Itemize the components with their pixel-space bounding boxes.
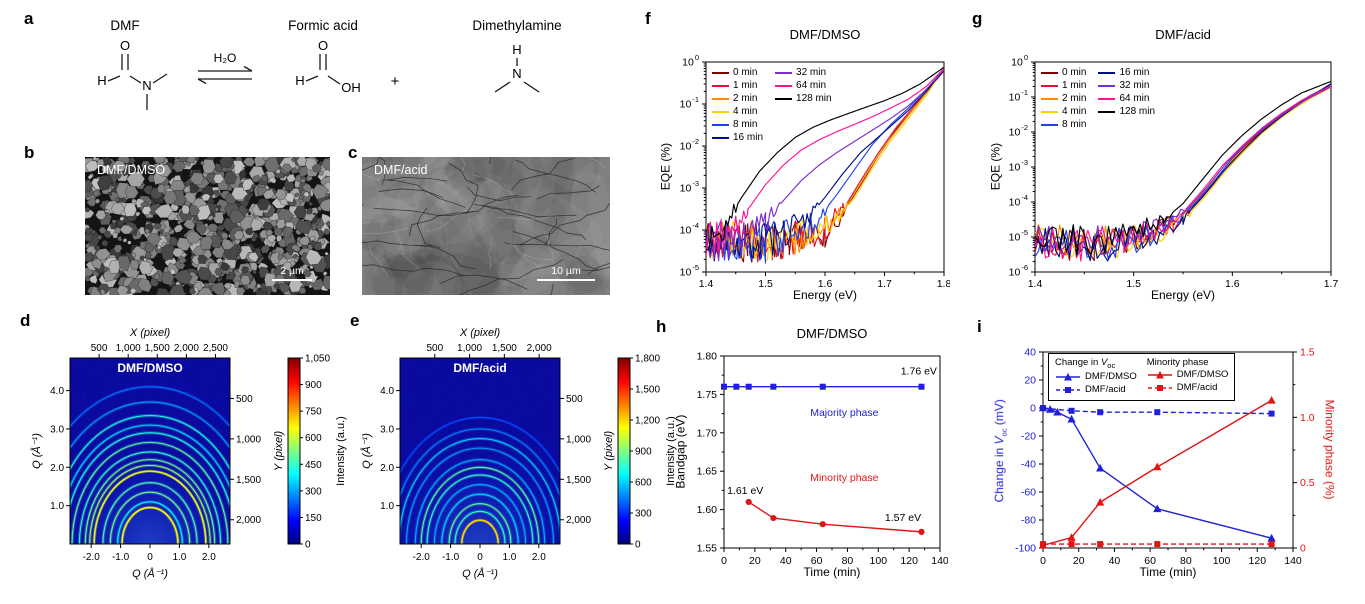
legend-item: DMF/acid [1147, 382, 1229, 395]
sem-label-dmf-acid: DMF/acid [374, 163, 428, 177]
chart-title-h: DMF/DMSO [796, 326, 868, 341]
dmf-name: DMF [110, 18, 139, 33]
sem-label-dmf-dmso: DMF/DMSO [97, 163, 166, 177]
eqe-chart-dmf-dmso [660, 50, 950, 300]
legend-item: 1 min [1041, 79, 1086, 92]
dimethylamine-name: Dimethylamine [472, 18, 561, 33]
legend-item: 4 min [712, 105, 763, 118]
legend-minority-rows: DMF/DMSO DMF/acid [1147, 369, 1229, 395]
chart-title-g: DMF/acid [1155, 27, 1211, 42]
atom-o: O [120, 38, 130, 53]
legend-item: DMF/DMSO [1147, 369, 1228, 382]
legend-voc-header: Change in Voc [1055, 357, 1116, 370]
scale-bar-b: 2 µm [266, 265, 318, 282]
water-label: H₂O [214, 51, 237, 65]
formic-acid-name: Formic acid [288, 18, 358, 33]
y-axis-label-f: EQE (%) [658, 142, 673, 191]
panel-label-f: f [645, 9, 651, 28]
legend-voc-column: Change in Voc DMF/DMSO DMF/acid [1055, 357, 1137, 396]
x-axis-label-f: Energy (eV) [792, 288, 858, 302]
giwaxs-map-dmf-acid [352, 324, 682, 586]
atom-o: O [318, 38, 328, 53]
legend-item: 8 min [1041, 118, 1086, 131]
atom-h: H [295, 73, 304, 88]
legend-item: 64 min [775, 79, 832, 92]
legend-f: 0 min 1 min 2 min 4 min 8 min 16 min 32 min 64 … [712, 66, 832, 144]
dmf-structure: DMF O H N [97, 18, 168, 110]
y-axis-label-g: EQE (%) [988, 142, 1003, 191]
panel-label-b: b [24, 143, 35, 162]
scale-bar-c-text: 10 µm [551, 265, 581, 277]
x-axis-label-i: Time (min) [1139, 565, 1197, 579]
legend-item: 0 min [1041, 66, 1086, 79]
legend-item: 4 min [1041, 105, 1086, 118]
equilibrium-arrows: H₂O [197, 51, 253, 85]
legend-item: 128 min [775, 92, 832, 105]
formic-acid-structure: Formic acid O H OH [288, 18, 361, 95]
giwaxs-title-dmf-dmso: DMF/DMSO [117, 361, 183, 375]
bandgap-chart [678, 344, 948, 584]
y-axis-label-i-left: Change in Voc (mV) [992, 399, 1009, 503]
scale-bar-b-line [272, 278, 312, 282]
giwaxs-map-dmf-dmso [22, 324, 352, 586]
panel-label-i: i [977, 317, 982, 336]
y-axis-label-i-right: Minority phase (%) [1322, 399, 1337, 500]
legend-item: 2 min [712, 92, 763, 105]
sem-image-dmf-acid [362, 157, 610, 295]
legend-i: Change in Voc DMF/DMSO DMF/acid Minority … [1048, 353, 1236, 402]
legend-g: 0 min 1 min 2 min 4 min 8 min 16 min 32 min 64 … [1041, 66, 1155, 131]
legend-item: 0 min [712, 66, 763, 79]
legend-voc-rows: DMF/DMSO DMF/acid [1055, 370, 1137, 396]
sem-image-dmf-dmso [85, 157, 330, 295]
dimethylamine-structure: Dimethylamine H N [472, 18, 562, 93]
scale-bar-b-text: 2 µm [280, 265, 304, 277]
legend-item: DMF/DMSO [1055, 370, 1137, 383]
legend-item: 64 min [1098, 92, 1155, 105]
atom-n: N [142, 78, 151, 93]
legend-item: 32 min [775, 66, 832, 79]
scale-bar-c: 10 µm [534, 265, 598, 282]
x-axis-label-g: Energy (eV) [1150, 288, 1216, 302]
atom-h: H [512, 42, 521, 57]
legend-minority-header: Minority phase [1146, 357, 1209, 368]
eqe-chart-dmf-acid [985, 50, 1340, 300]
legend-item: 128 min [1098, 105, 1155, 118]
panel-label-c: c [348, 143, 358, 162]
panel-label-e: e [350, 311, 360, 330]
legend-item: 32 min [1098, 79, 1155, 92]
atom-n: N [512, 66, 521, 81]
x-axis-label-h: Time (min) [803, 565, 861, 579]
legend-item: 2 min [1041, 92, 1086, 105]
legend-item: 8 min [712, 118, 763, 131]
atom-oh: OH [341, 80, 361, 95]
scale-bar-c-line [537, 278, 595, 282]
y-axis-label-h: Bandgap (eV) [673, 414, 688, 489]
plus-sign: + [391, 73, 400, 90]
legend-item: 16 min [712, 131, 763, 144]
chart-title-f: DMF/DMSO [789, 27, 861, 42]
reaction-scheme: DMF O H N H₂O Formic acid O H OH + Dimet… [97, 18, 562, 110]
panel-label-g: g [972, 9, 983, 28]
atom-h: H [97, 73, 106, 88]
legend-item: DMF/acid [1055, 383, 1137, 396]
panel-label-a: a [24, 9, 34, 28]
giwaxs-title-dmf-acid: DMF/acid [453, 361, 507, 375]
legend-minority-column: Minority phase DMF/DMSO DMF/acid [1147, 357, 1229, 396]
legend-item: 16 min [1098, 66, 1155, 79]
legend-item: 1 min [712, 79, 763, 92]
panel-label-d: d [20, 311, 31, 330]
